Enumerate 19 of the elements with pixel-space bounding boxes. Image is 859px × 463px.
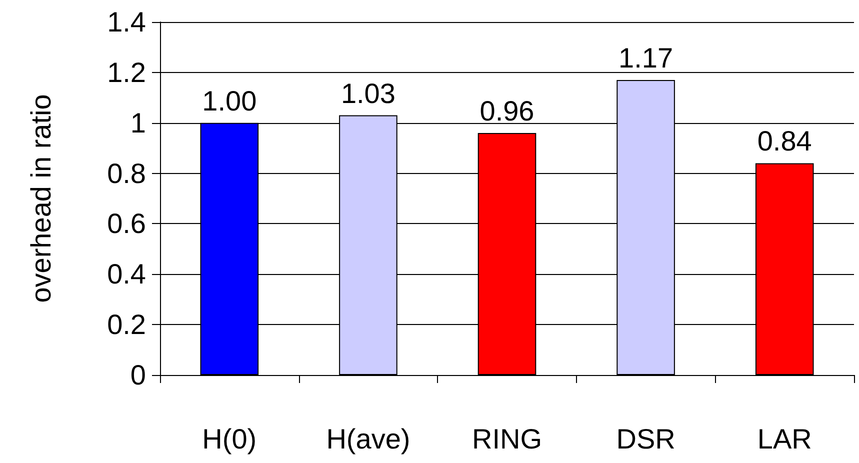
y-tick-label: 0 (130, 360, 146, 390)
y-axis-title: overhead in ratio (26, 94, 56, 303)
x-tick-label: LAR (757, 424, 812, 454)
y-tick-label: 0.4 (107, 258, 146, 290)
x-tick-label: DSR (616, 424, 676, 454)
data-label: 1.17 (618, 42, 674, 74)
y-tick-label: 1.2 (107, 56, 146, 88)
data-label: 0.96 (480, 95, 534, 126)
data-label: 1.00 (202, 85, 257, 116)
x-tick-label: H(0) (202, 424, 257, 454)
y-tick-label: 1.4 (107, 6, 146, 38)
x-tick-label: H(ave) (326, 424, 410, 454)
data-label: 0.84 (757, 126, 812, 157)
y-tick-label: 1 (130, 107, 146, 138)
data-label: 1.03 (340, 78, 396, 109)
y-tick-label: 0.8 (107, 158, 146, 189)
x-tick-label: RING (472, 424, 542, 454)
y-tick-label: 0.6 (107, 208, 146, 240)
y-tick-label: 0.2 (107, 309, 146, 340)
